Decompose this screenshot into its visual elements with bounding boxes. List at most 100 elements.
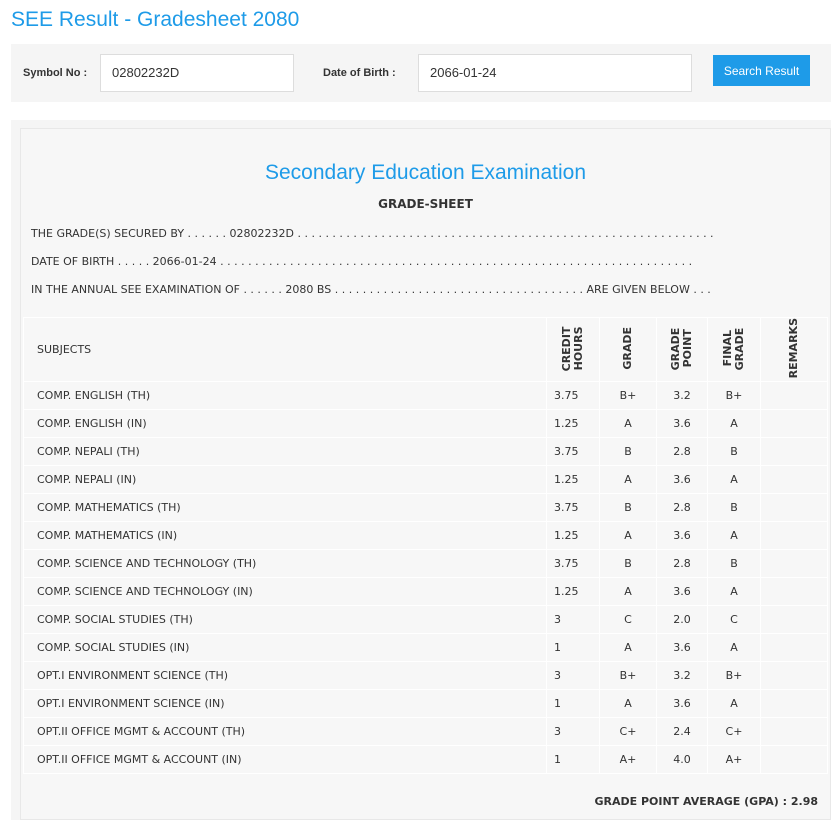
- table-row: COMP. NEPALI (TH) 3.75 B 2.8 B: [23, 437, 828, 467]
- subject-cell: COMP. ENGLISH (TH): [23, 381, 547, 411]
- credit-hours-cell: 1.25: [546, 465, 600, 495]
- column-header-label: GRADE POINT: [669, 326, 694, 370]
- remarks-cell: [760, 493, 828, 523]
- final-grade-cell: A: [707, 521, 761, 551]
- column-header: FINAL GRADE: [707, 316, 761, 383]
- table-row: COMP. SOCIAL STUDIES (IN) 1 A 3.6 A: [23, 633, 828, 663]
- grade-cell: A+: [599, 745, 657, 775]
- search-form: Symbol No : 02802232D Date of Birth : 20…: [11, 44, 831, 102]
- grade-point-cell: 2.8: [656, 437, 708, 467]
- grade-point-cell: 2.4: [656, 717, 708, 747]
- grade-point-cell: 2.8: [656, 493, 708, 523]
- table-row: OPT.II OFFICE MGMT & ACCOUNT (TH) 3 C+ 2.4 C…: [23, 717, 828, 747]
- credit-hours-cell: 3.75: [546, 381, 600, 411]
- grade-point-cell: 2.0: [656, 605, 708, 635]
- remarks-cell: [760, 409, 828, 439]
- final-grade-cell: B: [707, 549, 761, 579]
- final-grade-cell: C: [707, 605, 761, 635]
- dob-input[interactable]: 2066-01-24: [418, 54, 692, 92]
- final-grade-cell: A: [707, 633, 761, 663]
- credit-hours-cell: 1.25: [546, 577, 600, 607]
- grade-cell: C+: [599, 717, 657, 747]
- credit-hours-cell: 1.25: [546, 521, 600, 551]
- credit-hours-cell: 3: [546, 661, 600, 691]
- remarks-cell: [760, 549, 828, 579]
- symbol-input[interactable]: 02802232D: [100, 54, 294, 92]
- column-header: SUBJECTS: [23, 316, 547, 383]
- subject-cell: COMP. NEPALI (TH): [23, 437, 547, 467]
- grade-cell: B: [599, 493, 657, 523]
- table-row: COMP. ENGLISH (TH) 3.75 B+ 3.2 B+: [23, 381, 828, 411]
- subject-cell: COMP. SCIENCE AND TECHNOLOGY (TH): [23, 549, 547, 579]
- grade-cell: A: [599, 577, 657, 607]
- subject-cell: COMP. SCIENCE AND TECHNOLOGY (IN): [23, 577, 547, 607]
- subject-cell: COMP. SOCIAL STUDIES (IN): [23, 633, 547, 663]
- final-grade-cell: B: [707, 493, 761, 523]
- credit-hours-cell: 1: [546, 745, 600, 775]
- remarks-cell: [760, 717, 828, 747]
- subject-cell: OPT.I ENVIRONMENT SCIENCE (TH): [23, 661, 547, 691]
- final-grade-cell: B: [707, 437, 761, 467]
- remarks-cell: [760, 633, 828, 663]
- remarks-cell: [760, 577, 828, 607]
- remarks-cell: [760, 661, 828, 691]
- grade-point-cell: 3.6: [656, 521, 708, 551]
- grade-cell: B+: [599, 381, 657, 411]
- grade-point-cell: 3.6: [656, 409, 708, 439]
- column-header-label: GRADE: [621, 326, 634, 370]
- column-header: GRADE: [599, 316, 657, 383]
- grade-cell: C: [599, 605, 657, 635]
- remarks-cell: [760, 381, 828, 411]
- column-header: CREDIT HOURS: [546, 316, 600, 383]
- remarks-cell: [760, 689, 828, 719]
- grade-cell: B: [599, 437, 657, 467]
- exam-heading: Secondary Education Examination: [264, 161, 587, 184]
- gradesheet-heading: GRADE-SHEET: [378, 197, 473, 211]
- column-header: GRADE POINT: [656, 316, 708, 383]
- final-grade-cell: A: [707, 409, 761, 439]
- column-header-label: REMARKS: [787, 318, 800, 379]
- final-grade-cell: A: [707, 465, 761, 495]
- final-grade-cell: A: [707, 577, 761, 607]
- subject-cell: COMP. NEPALI (IN): [23, 465, 547, 495]
- credit-hours-cell: 1: [546, 689, 600, 719]
- remarks-cell: [760, 605, 828, 635]
- search-result-button[interactable]: Search Result: [713, 55, 810, 86]
- credit-hours-cell: 3.75: [546, 549, 600, 579]
- secured-by-line: THE GRADE(S) SECURED BY . . . . . . 0280…: [31, 227, 714, 240]
- grade-point-cell: 3.6: [656, 633, 708, 663]
- column-header-label: FINAL GRADE: [721, 326, 746, 370]
- final-grade-cell: A: [707, 689, 761, 719]
- table-row: COMP. SCIENCE AND TECHNOLOGY (TH) 3.75 B 2.…: [23, 549, 828, 579]
- grade-cell: A: [599, 465, 657, 495]
- column-header-label: SUBJECTS: [37, 343, 92, 357]
- grade-point-cell: 2.8: [656, 549, 708, 579]
- dob-label: Date of Birth :: [323, 67, 396, 79]
- credit-hours-cell: 1.25: [546, 409, 600, 439]
- grade-point-cell: 3.2: [656, 381, 708, 411]
- final-grade-cell: A+: [707, 745, 761, 775]
- table-row: COMP. SOCIAL STUDIES (TH) 3 C 2.0 C: [23, 605, 828, 635]
- table-row: OPT.I ENVIRONMENT SCIENCE (TH) 3 B+ 3.2 B+: [23, 661, 828, 691]
- grades-table: SUBJECTS CREDIT HOURS GRADE GRADE POINT FINA…: [23, 316, 828, 775]
- table-row: COMP. NEPALI (IN) 1.25 A 3.6 A: [23, 465, 828, 495]
- grade-cell: A: [599, 633, 657, 663]
- grade-cell: B: [599, 549, 657, 579]
- remarks-cell: [760, 521, 828, 551]
- grade-cell: B+: [599, 661, 657, 691]
- final-grade-cell: B+: [707, 381, 761, 411]
- subject-cell: OPT.II OFFICE MGMT & ACCOUNT (TH): [23, 717, 547, 747]
- table-row: OPT.II OFFICE MGMT & ACCOUNT (IN) 1 A+ 4.0 A…: [23, 745, 828, 775]
- page-title: SEE Result - Gradesheet 2080: [11, 8, 300, 31]
- remarks-cell: [760, 465, 828, 495]
- remarks-cell: [760, 745, 828, 775]
- subject-cell: COMP. MATHEMATICS (IN): [23, 521, 547, 551]
- symbol-label: Symbol No :: [23, 67, 88, 79]
- grade-cell: A: [599, 521, 657, 551]
- exam-line: IN THE ANNUAL SEE EXAMINATION OF . . . .…: [31, 283, 711, 296]
- gradesheet: Secondary Education Examination GRADE-SH…: [11, 120, 831, 820]
- table-row: COMP. MATHEMATICS (IN) 1.25 A 3.6 A: [23, 521, 828, 551]
- subject-cell: OPT.II OFFICE MGMT & ACCOUNT (IN): [23, 745, 547, 775]
- table-row: OPT.I ENVIRONMENT SCIENCE (IN) 1 A 3.6 A: [23, 689, 828, 719]
- credit-hours-cell: 3.75: [546, 493, 600, 523]
